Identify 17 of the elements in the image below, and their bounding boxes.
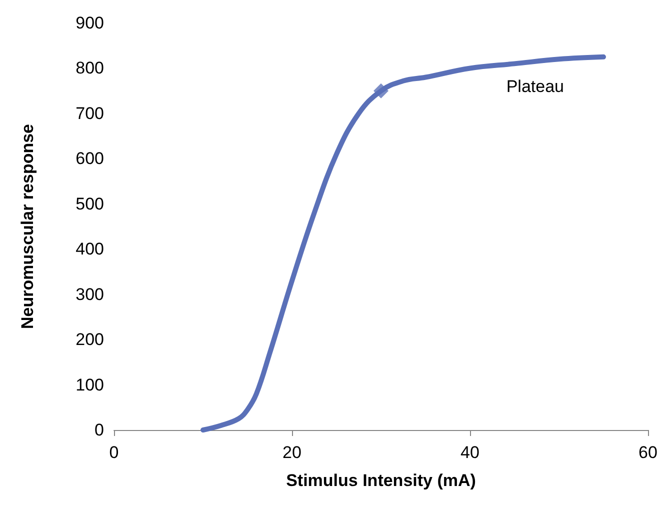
y-tick-label: 700 [76, 104, 104, 123]
x-tick-label: 20 [282, 443, 302, 462]
y-tick-label: 800 [76, 58, 104, 78]
y-tick-label: 600 [76, 149, 104, 168]
y-axis-title: Neuromuscular response [18, 124, 37, 330]
y-tick-label: 300 [76, 284, 104, 304]
annotation: Plateau [506, 77, 564, 96]
y-tick-label: 900 [76, 14, 104, 32]
y-tick-label: 500 [76, 194, 104, 214]
y-tick-label: 400 [76, 240, 104, 259]
y-tick-label: 200 [76, 330, 104, 350]
x-tick-label: 40 [460, 443, 480, 462]
y-tick-label: 0 [94, 420, 104, 440]
x-tick-label: 60 [638, 443, 658, 462]
y-tick-label: 100 [76, 375, 104, 394]
x-tick-label: 0 [109, 443, 119, 462]
x-axis-title: Stimulus Intensity (mA) [286, 471, 476, 490]
